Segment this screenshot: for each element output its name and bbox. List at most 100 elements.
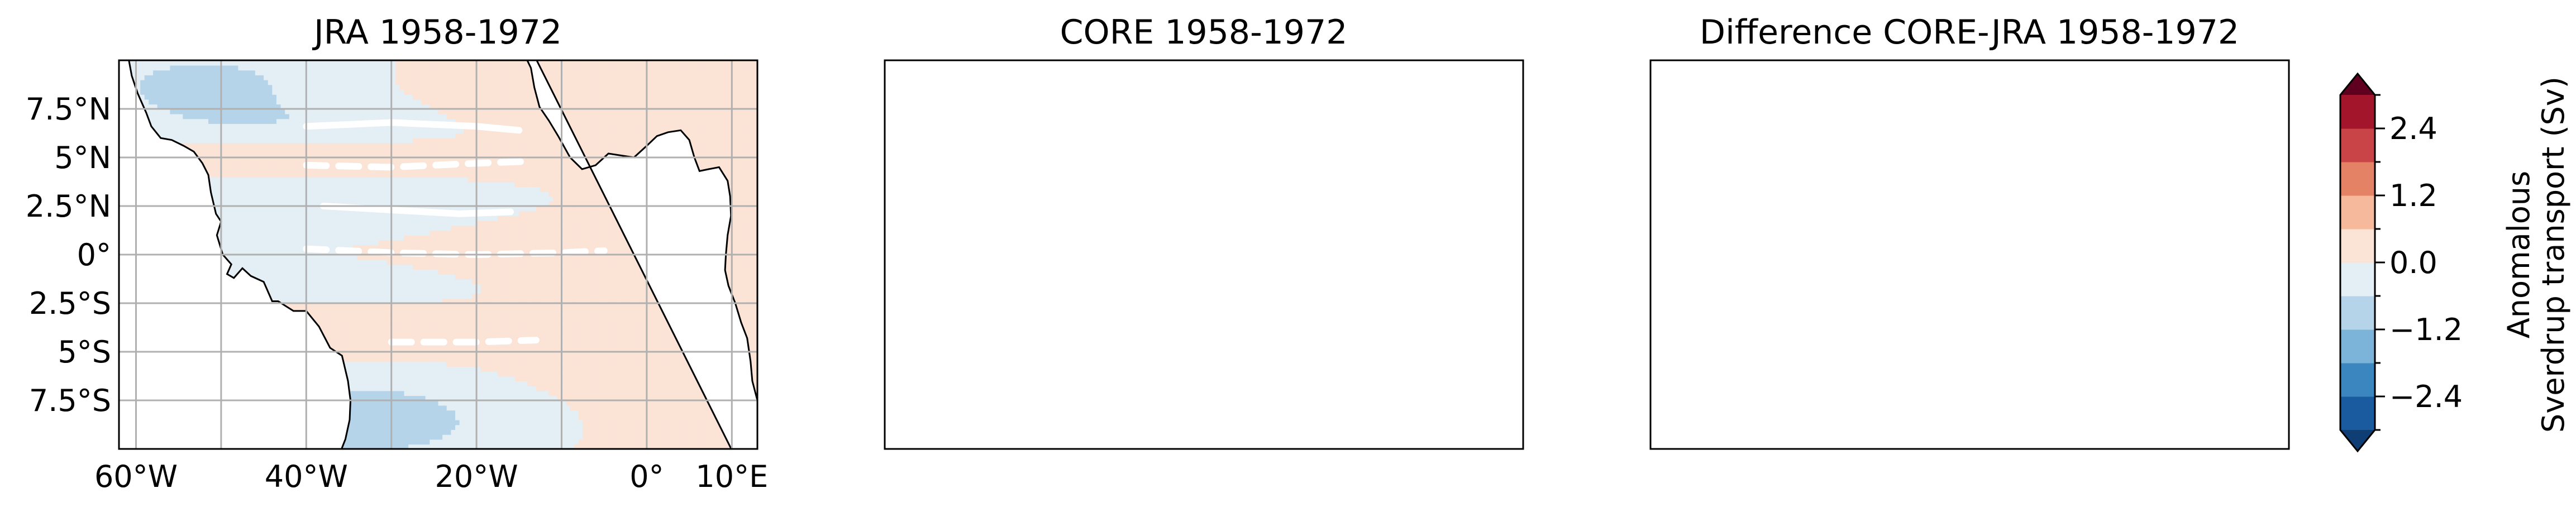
field-cell [455, 318, 460, 323]
field-cell [668, 395, 673, 401]
field-cell [357, 366, 362, 372]
field-cell [587, 366, 592, 372]
field-cell [455, 439, 460, 445]
field-cell [646, 376, 652, 381]
field-cell [511, 313, 516, 318]
field-cell [646, 332, 652, 338]
field-cell [676, 376, 681, 381]
field-cell [374, 293, 379, 299]
field-cell [340, 313, 345, 318]
field-cell [298, 303, 303, 309]
field-cell [664, 444, 669, 449]
field-cell [425, 444, 430, 449]
field-cell [617, 444, 622, 449]
field-cell [468, 385, 473, 391]
field-cell [404, 298, 409, 304]
field-cell [446, 318, 452, 323]
field-cell [451, 288, 456, 294]
field-cell [502, 303, 507, 309]
field-cell [433, 313, 439, 318]
field-cell [451, 332, 456, 338]
field-cell [745, 303, 750, 309]
field-cell [655, 327, 660, 333]
field-cell [591, 303, 597, 309]
field-cell [459, 313, 464, 318]
field-cell [574, 347, 579, 352]
field-cell [634, 327, 639, 333]
field-cell [748, 337, 754, 343]
field-cell [651, 405, 656, 411]
field-cell [664, 356, 669, 362]
field-cell [651, 352, 656, 357]
field-cell [459, 371, 464, 377]
field-cell [553, 405, 558, 411]
field-cell [425, 313, 430, 318]
field-cell [651, 371, 656, 377]
field-cell [480, 308, 486, 314]
field-cell [442, 439, 447, 445]
field-cell [408, 371, 413, 377]
field-cell [387, 347, 392, 352]
field-cell [612, 361, 618, 367]
field-cell [433, 405, 439, 411]
field-cell [442, 385, 447, 391]
field-cell [336, 318, 341, 323]
field-cell [391, 347, 397, 352]
field-cell [600, 376, 605, 381]
field-cell [561, 415, 566, 420]
field-cell [464, 313, 469, 318]
field-cell [374, 322, 379, 328]
field-cell [298, 288, 303, 294]
field-cell [451, 405, 456, 411]
field-cell [638, 434, 643, 440]
field-cell [702, 415, 707, 420]
field-cell [387, 327, 392, 333]
field-cell [583, 318, 588, 323]
field-cell [412, 337, 418, 343]
field-cell [498, 376, 503, 381]
field-cell [498, 361, 503, 367]
field-cell [574, 405, 579, 411]
field-cell [506, 424, 511, 430]
field-cell [638, 381, 643, 386]
field-cell [574, 361, 579, 367]
field-cell [298, 298, 303, 304]
field-cell [455, 288, 460, 294]
field-cell [395, 371, 400, 377]
field-cell [642, 405, 647, 411]
field-cell [566, 424, 571, 430]
field-cell [464, 376, 469, 381]
field-cell [612, 303, 618, 309]
field-cell [545, 385, 550, 391]
field-cell [378, 444, 384, 449]
field-cell [511, 385, 516, 391]
field-cell [378, 410, 384, 415]
field-cell [634, 298, 639, 304]
field-cell [600, 352, 605, 357]
field-cell [336, 332, 341, 338]
field-cell [634, 313, 639, 318]
field-cell [383, 337, 388, 343]
field-cell [408, 352, 413, 357]
field-cell [702, 400, 707, 406]
field-cell [442, 288, 447, 294]
field-cell [685, 429, 690, 435]
field-cell [374, 313, 379, 318]
field-cell [327, 318, 332, 323]
field-cell [438, 332, 443, 338]
field-cell [706, 439, 711, 445]
field-cell [629, 400, 635, 406]
field-cell [655, 405, 660, 411]
field-cell [391, 366, 397, 372]
field-cell [340, 303, 345, 309]
field-cell [519, 332, 524, 338]
field-cell [272, 288, 277, 294]
field-cell [523, 419, 528, 425]
field-cell [655, 371, 660, 377]
field-cell [612, 439, 618, 445]
field-cell [676, 424, 681, 430]
field-cell [672, 410, 677, 415]
field-cell [668, 356, 673, 362]
field-cell [621, 332, 626, 338]
field-cell [387, 313, 392, 318]
